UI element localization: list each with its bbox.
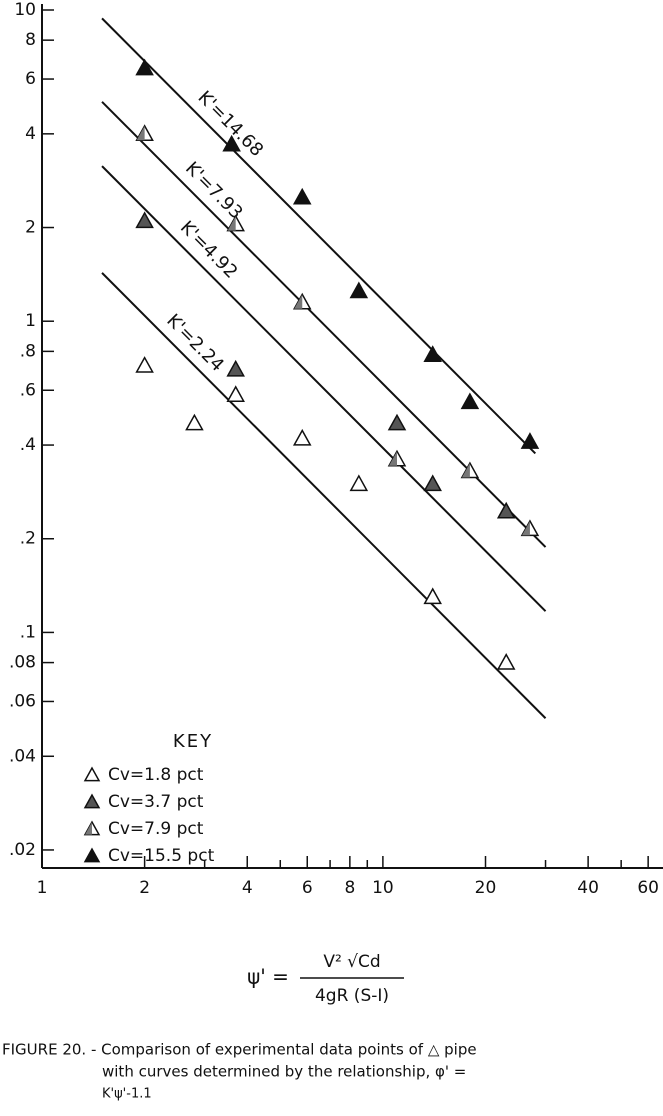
fit-line — [101, 165, 547, 612]
legend-label: Cv=3.7 pct — [108, 792, 204, 812]
y-tick-label: 2 — [25, 218, 36, 238]
marker — [135, 124, 154, 141]
marker — [349, 474, 369, 492]
marker-shape — [83, 847, 101, 863]
marker — [135, 211, 154, 229]
x-tick-label: 8 — [344, 878, 355, 898]
x-tick-label: 4 — [242, 878, 253, 898]
marker-shape — [222, 134, 241, 152]
marker-shape — [226, 359, 245, 377]
marker-shape — [496, 653, 516, 670]
marker — [387, 413, 407, 431]
marker — [496, 501, 516, 519]
y-tick-label: .08 — [9, 653, 36, 673]
marker — [83, 766, 101, 782]
marker-shape — [423, 474, 442, 492]
marker — [520, 519, 540, 537]
marker — [83, 847, 101, 863]
marker-shape — [292, 187, 312, 205]
x-label-symbol: ψ' = — [247, 965, 289, 989]
y-tick-label: 4 — [25, 124, 36, 144]
marker — [460, 461, 480, 479]
marker — [83, 820, 101, 836]
marker — [292, 428, 312, 446]
marker-shape — [460, 392, 480, 410]
marker-shape — [83, 766, 101, 782]
marker — [185, 413, 204, 431]
marker — [226, 385, 245, 402]
marker-shape — [135, 58, 154, 76]
x-tick-label: 1 — [37, 878, 48, 898]
marker — [387, 449, 407, 467]
x-tick-label: 10 — [372, 878, 394, 898]
caption-line: with curves determined by the relationsh… — [102, 1063, 466, 1081]
fit-line — [101, 17, 537, 455]
marker — [496, 653, 516, 670]
x-tick-label: 20 — [475, 878, 497, 898]
y-tick-label: .6 — [20, 380, 36, 400]
marker-shade — [227, 216, 236, 231]
y-tick-label: .8 — [20, 341, 36, 361]
marker-shape — [423, 345, 442, 362]
marker — [83, 793, 101, 809]
marker-shape — [226, 385, 245, 402]
marker-shade — [388, 451, 397, 466]
caption-line: K'ψ'-1.1 — [102, 1087, 152, 1102]
marker-shape — [135, 356, 154, 373]
marker-shade — [461, 463, 470, 478]
marker — [226, 214, 245, 232]
y-tick-label: .02 — [9, 840, 36, 860]
y-tick-label: 8 — [25, 30, 36, 50]
marker-shape — [520, 432, 540, 449]
x-tick-label: 6 — [302, 878, 313, 898]
marker-shade — [521, 520, 530, 536]
y-tick-label: 6 — [25, 69, 36, 89]
marker — [135, 58, 154, 76]
y-tick-label: .4 — [20, 435, 36, 455]
legend-label: Cv=1.8 pct — [108, 765, 204, 785]
fit-line — [101, 272, 547, 719]
x-label-denominator: 4gR (S-I) — [315, 986, 389, 1006]
marker — [423, 474, 442, 492]
marker-shade — [136, 125, 145, 141]
x-label-numerator: V² √Cd — [323, 952, 380, 972]
marker-shade — [294, 294, 303, 309]
marker-shape — [185, 413, 204, 431]
marker — [222, 134, 241, 152]
marker — [460, 392, 480, 410]
marker-shape — [349, 474, 369, 492]
marker — [226, 359, 245, 377]
marker — [292, 187, 312, 205]
marker-shape — [423, 587, 442, 605]
marker-shape — [387, 413, 407, 431]
marker — [135, 356, 154, 373]
marker-shape — [292, 428, 312, 446]
marker-shade — [85, 822, 92, 835]
marker — [423, 587, 442, 605]
marker — [423, 345, 442, 362]
y-tick-label: .2 — [20, 529, 36, 549]
marker — [292, 292, 312, 310]
y-tick-label: 10 — [14, 0, 36, 20]
legend-title: KEY — [173, 731, 213, 752]
marker-shape — [135, 211, 154, 229]
y-tick-label: .1 — [20, 622, 36, 642]
y-tick-label: .04 — [9, 746, 36, 766]
x-tick-label: 2 — [139, 878, 150, 898]
y-tick-label: .06 — [9, 691, 36, 711]
marker-shape — [83, 793, 101, 809]
x-tick-label: 40 — [577, 878, 599, 898]
legend-label: Cv=7.9 pct — [108, 819, 204, 839]
marker-shape — [349, 281, 369, 299]
x-tick-label: 60 — [637, 878, 659, 898]
marker — [349, 281, 369, 299]
marker-shape — [496, 501, 516, 519]
legend-label: Cv=15.5 pct — [108, 846, 215, 866]
y-tick-label: 1 — [25, 311, 36, 331]
caption-line: FIGURE 20. - Comparison of experimental … — [2, 1041, 477, 1059]
marker — [520, 432, 540, 449]
